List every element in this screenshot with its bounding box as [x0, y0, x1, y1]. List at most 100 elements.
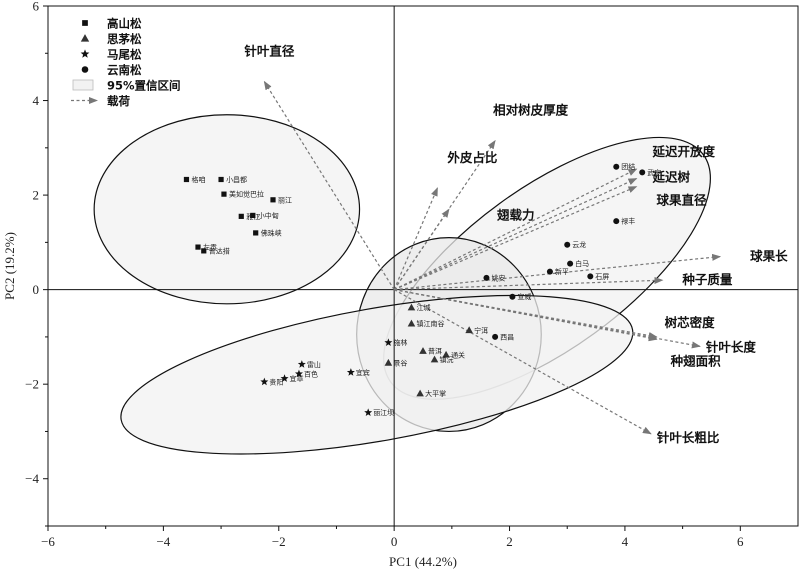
data-point — [280, 374, 289, 382]
legend-label: 高山松 — [107, 17, 142, 31]
y-tick-label: 6 — [33, 0, 40, 14]
data-point — [195, 244, 201, 250]
data-point — [364, 408, 373, 416]
data-point — [250, 212, 256, 219]
x-tick-label: −4 — [156, 534, 170, 549]
point-label: 普洱 — [428, 347, 442, 356]
loading-label: 球果长 — [750, 249, 788, 264]
legend-label: 云南松 — [107, 63, 142, 77]
data-point — [407, 319, 416, 327]
data-point — [294, 369, 303, 378]
data-point — [442, 350, 450, 358]
loading-label: 球果直径 — [656, 193, 707, 208]
legend-label: 95%置信区间 — [107, 79, 181, 93]
data-point — [509, 293, 516, 300]
loading-label: 针叶直径 — [244, 44, 295, 59]
data-point — [483, 274, 490, 281]
loading-label: 相对树皮厚度 — [493, 103, 569, 118]
data-point — [407, 303, 416, 311]
data-point — [639, 169, 646, 176]
x-tick-label: −2 — [272, 534, 286, 549]
legend-entry: 马尾松 — [80, 48, 142, 62]
data-point — [492, 333, 499, 340]
point-label: 丽江 — [278, 196, 292, 204]
point-label: 新平 — [555, 267, 569, 276]
point-label: 姚安 — [491, 273, 505, 282]
legend-entry: 95%置信区间 — [72, 79, 181, 93]
point-label: 普达措 — [209, 246, 230, 255]
data-point — [260, 377, 269, 386]
legend-entry: 载荷 — [71, 94, 130, 108]
data-point — [346, 368, 355, 376]
point-label: 禄丰 — [621, 217, 635, 226]
data-point — [613, 218, 620, 225]
legend-marker — [82, 20, 88, 26]
point-label: 宜章 — [290, 374, 304, 383]
plot-frame — [47, 5, 799, 527]
data-point — [419, 347, 427, 354]
loading-arrow — [393, 168, 638, 291]
loading-label: 延迟开放度 — [651, 144, 715, 159]
point-label: 大平掌 — [425, 389, 446, 398]
x-tick-label: 0 — [391, 534, 398, 549]
x-tick-label: −6 — [41, 534, 55, 549]
legend-entry: 高山松 — [82, 17, 142, 31]
legend-label: 载荷 — [107, 94, 130, 108]
data-point — [384, 358, 393, 366]
legend-label: 思茅松 — [107, 32, 142, 46]
point-label: 云龙 — [572, 240, 586, 249]
data-point — [201, 248, 207, 254]
data-point — [564, 241, 571, 248]
data-point — [238, 213, 244, 219]
data-point — [546, 268, 553, 275]
point-label: 石屏 — [595, 273, 609, 281]
y-axis-label: PC2 (19.2%) — [2, 232, 17, 300]
data-point — [416, 389, 424, 397]
loading-label: 种翅面积 — [670, 353, 722, 368]
loading-arrow — [394, 276, 664, 291]
confidence-ellipse-4 — [120, 294, 634, 455]
loading-label: 针叶长粗比 — [657, 430, 720, 445]
y-tick-label: 4 — [33, 93, 40, 108]
point-label: 格咱 — [191, 175, 205, 184]
data-point — [613, 163, 620, 170]
point-label: 左贡 — [203, 243, 217, 252]
loading-arrow — [394, 289, 658, 342]
loading-label: 翅载力 — [496, 207, 535, 222]
data-point — [384, 338, 393, 346]
point-label: 小昌都 — [226, 175, 247, 184]
point-label: 宁洱 — [474, 326, 488, 335]
loading-label: 延迟树 — [651, 170, 690, 185]
data-point — [297, 360, 306, 368]
point-label: 美如觉巴拉 — [229, 190, 264, 199]
point-label: 镇江南谷 — [416, 319, 444, 328]
legend-marker — [80, 49, 90, 58]
data-point — [430, 355, 439, 363]
legend-label: 马尾松 — [107, 48, 142, 62]
x-axis-label: PC1 (44.2%) — [389, 554, 457, 569]
confidence-ellipse-1 — [93, 114, 361, 305]
x-tick-label: 4 — [622, 534, 629, 549]
loading-label: 针叶长度 — [706, 339, 757, 354]
zero-lines — [48, 6, 798, 526]
loading-arrow — [263, 80, 395, 290]
point-label: 景谷 — [393, 358, 407, 367]
data-point — [221, 191, 227, 197]
loading-arrow — [393, 178, 638, 291]
loading-label: 种子质量 — [681, 272, 733, 287]
y-tick-label: 0 — [33, 282, 40, 297]
data-point — [183, 176, 190, 183]
point-label: 宣威 — [517, 292, 531, 301]
point-label: 西昌 — [500, 333, 514, 341]
data-point — [587, 273, 594, 280]
legend-marker — [80, 34, 90, 42]
y-tick-label: −2 — [25, 377, 39, 392]
point-label: 通关 — [451, 350, 465, 359]
legend-marker — [81, 66, 89, 73]
point-label: 施林 — [393, 338, 407, 347]
data-point — [567, 260, 574, 267]
